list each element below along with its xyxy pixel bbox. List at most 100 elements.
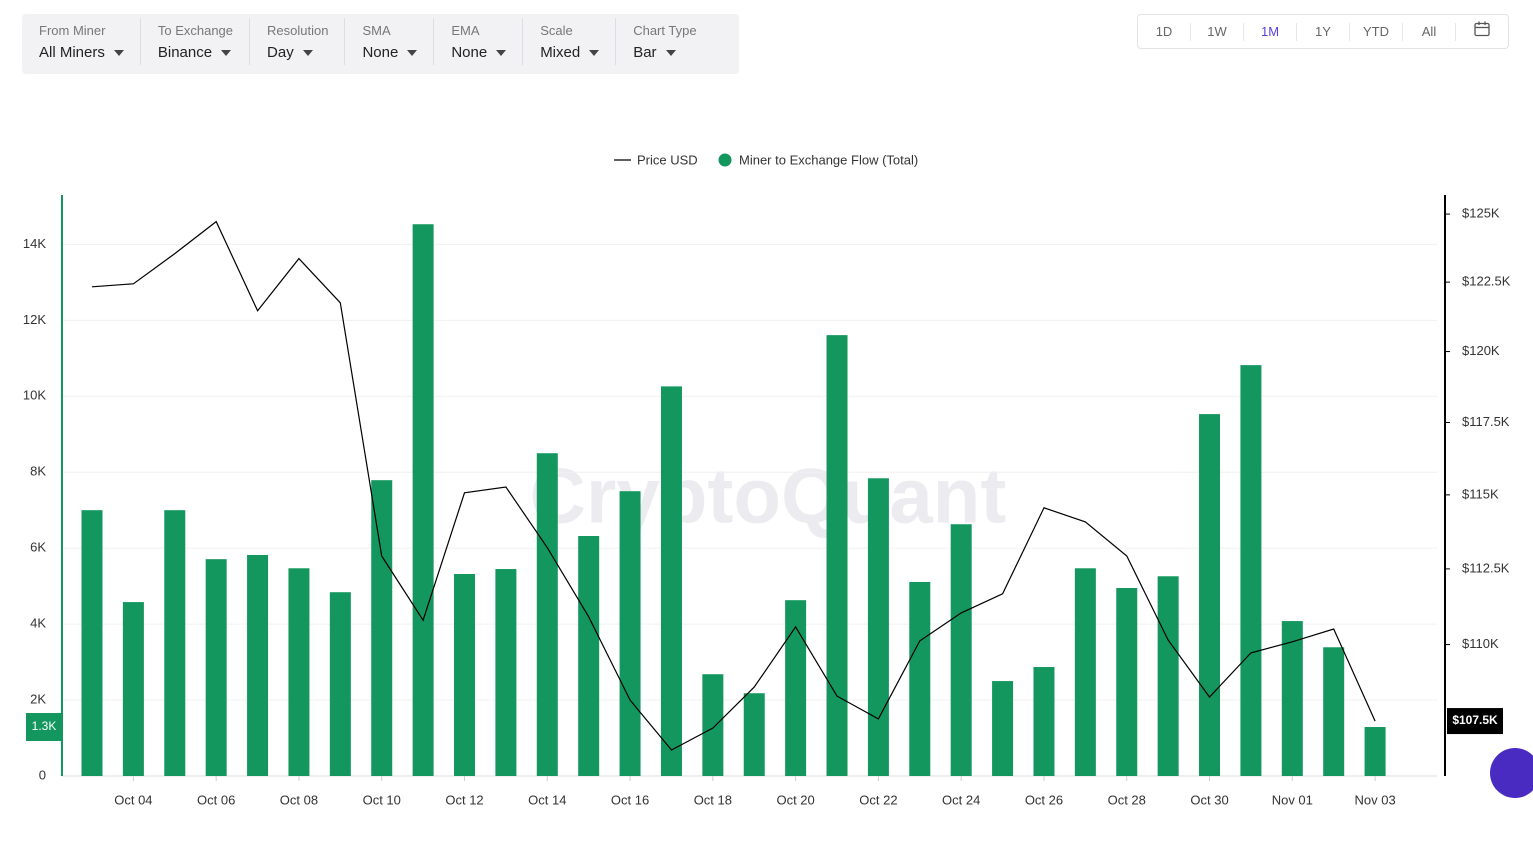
legend-dot xyxy=(718,153,732,167)
y2-tick-label: $115K xyxy=(1462,486,1499,501)
filter-dropdown[interactable]: Resolution Day xyxy=(250,18,346,65)
calendar-button[interactable] xyxy=(1456,21,1508,42)
bar xyxy=(867,478,889,776)
y2-tick-label: $120K xyxy=(1462,343,1500,358)
y-tick-label: 12K xyxy=(23,312,46,327)
x-tick-label: Oct 08 xyxy=(280,792,318,807)
bar xyxy=(950,524,972,776)
filter-value: Bar xyxy=(633,44,696,61)
filter-value: Binance xyxy=(158,44,233,61)
bar xyxy=(1323,647,1345,776)
x-tick-label: Oct 06 xyxy=(197,792,235,807)
x-tick-label: Nov 03 xyxy=(1354,792,1395,807)
caret xyxy=(589,50,600,57)
bar xyxy=(1281,621,1303,776)
y-tick-label: 0 xyxy=(39,767,46,782)
filter-value: None xyxy=(362,44,418,61)
filter-label: EMA xyxy=(451,23,480,38)
last-value-badge xyxy=(26,713,62,742)
filter-value-text: All Miners xyxy=(39,44,105,61)
last-value-label: 1.3K xyxy=(32,719,57,733)
bar xyxy=(1033,667,1055,776)
bar xyxy=(495,569,517,776)
bar xyxy=(1157,576,1179,776)
legend-label: Miner to Exchange Flow (Total) xyxy=(739,152,918,167)
y-tick-label: 4K xyxy=(30,616,46,631)
filter-dropdown[interactable]: To Exchange Binance xyxy=(141,18,251,65)
y2-tick-label: $117.5K xyxy=(1462,414,1510,429)
x-tick-label: Oct 14 xyxy=(528,792,566,807)
range-button[interactable]: 1M xyxy=(1244,22,1297,41)
bar xyxy=(992,681,1014,776)
y-tick-label: 2K xyxy=(30,691,46,706)
watermark: CryptoQuant xyxy=(530,452,1007,540)
x-tick-label: Nov 01 xyxy=(1272,792,1313,807)
bar xyxy=(81,510,103,776)
filter-label: Chart Type xyxy=(633,23,697,38)
filter-value-text: Day xyxy=(267,44,294,61)
filter-value: None xyxy=(451,44,507,61)
range-button[interactable]: 1Y xyxy=(1297,22,1350,41)
range-button[interactable]: All xyxy=(1403,22,1456,41)
bar xyxy=(454,573,476,776)
bar xyxy=(619,491,641,776)
y-tick-label: 14K xyxy=(23,236,46,251)
x-tick-label: Oct 24 xyxy=(942,792,980,807)
x-tick-label: Oct 30 xyxy=(1190,792,1228,807)
chat-button[interactable] xyxy=(1490,748,1533,798)
x-tick-label: Oct 10 xyxy=(363,792,401,807)
filter-value: All Miners xyxy=(39,44,124,61)
calendar-icon xyxy=(1474,21,1490,37)
filter-value: Mixed xyxy=(540,44,600,61)
y-tick-label: 10K xyxy=(23,388,46,403)
filter-value-text: None xyxy=(362,44,399,61)
filter-label: SMA xyxy=(362,23,391,38)
filter-value: Day xyxy=(267,44,328,61)
filter-dropdown[interactable]: Chart Type Bar xyxy=(616,18,712,65)
filter-value-text: Mixed xyxy=(540,44,581,61)
x-tick-label: Oct 20 xyxy=(776,792,814,807)
bar xyxy=(702,674,724,776)
filter-label: From Miner xyxy=(39,23,106,38)
range-button[interactable]: 1D xyxy=(1138,22,1191,41)
bar xyxy=(1199,414,1221,776)
bar xyxy=(1116,588,1138,776)
bar xyxy=(826,335,848,776)
last-value-badge xyxy=(1447,708,1503,735)
x-tick-label: Oct 12 xyxy=(445,792,483,807)
bar xyxy=(536,453,558,776)
bar xyxy=(205,559,227,776)
x-tick-label: Oct 26 xyxy=(1025,792,1063,807)
filter-label: Resolution xyxy=(267,23,329,38)
filter-dropdown[interactable]: EMA None xyxy=(434,18,524,65)
caret xyxy=(407,50,418,57)
bar xyxy=(909,581,931,776)
legend-label: Price USD xyxy=(637,152,698,167)
filter-dropdown[interactable]: SMA None xyxy=(345,18,435,65)
filter-label: To Exchange xyxy=(157,23,234,38)
bar xyxy=(1240,365,1262,776)
chart: CryptoQuant Price USD Miner to Exchange Fl… xyxy=(23,152,1511,807)
bar xyxy=(329,592,351,776)
toolbar: From Miner All Miners To Exchange Binance Re… xyxy=(22,14,739,74)
range-selector: 1D 1W 1M 1Y YTD All xyxy=(1137,14,1509,49)
y-tick-label: 8K xyxy=(30,464,46,479)
caret xyxy=(665,50,676,57)
range-button[interactable]: YTD xyxy=(1350,22,1403,41)
last-value-label: $107.5K xyxy=(1452,713,1498,727)
bar xyxy=(371,480,393,776)
y2-tick-label: $125K xyxy=(1462,206,1500,221)
range-button[interactable]: 1W xyxy=(1191,22,1244,41)
x-tick-label: Oct 18 xyxy=(694,792,732,807)
y2-tick-label: $122.5K xyxy=(1462,274,1511,289)
bar xyxy=(288,568,310,776)
filter-dropdown[interactable]: Scale Mixed xyxy=(523,18,617,65)
x-tick-label: Oct 04 xyxy=(114,792,152,807)
price-line xyxy=(91,220,1376,751)
filter-dropdown[interactable]: From Miner All Miners xyxy=(22,18,141,65)
bar xyxy=(412,224,434,776)
bar xyxy=(122,602,144,776)
filter-value-text: Bar xyxy=(633,44,657,61)
bar xyxy=(743,693,765,776)
filter-value-text: Binance xyxy=(157,44,213,61)
